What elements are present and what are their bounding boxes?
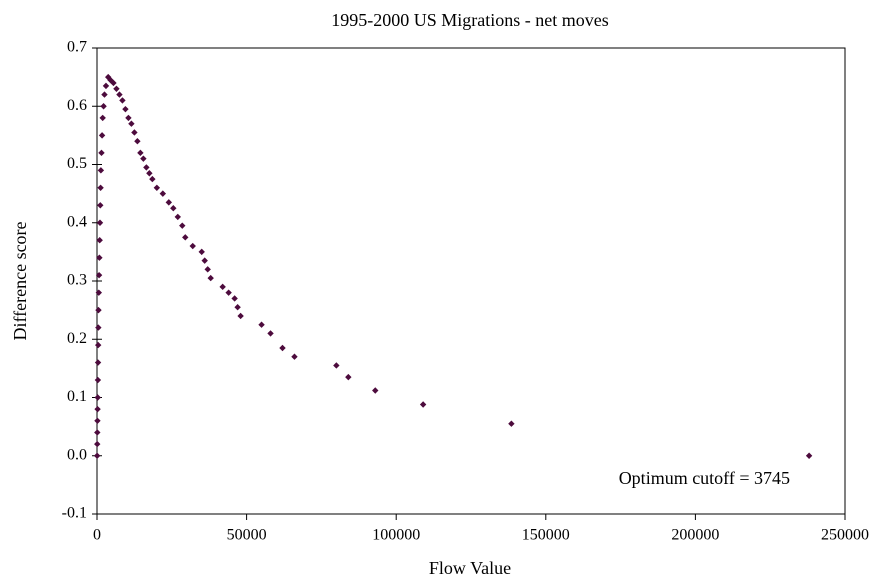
point xyxy=(140,155,147,162)
point xyxy=(97,167,105,174)
point xyxy=(201,257,208,264)
point xyxy=(101,91,108,98)
point xyxy=(143,164,150,171)
point xyxy=(267,330,274,337)
x-tick-label: 150000 xyxy=(522,527,570,544)
y-tick-label: 0.0 xyxy=(67,446,87,463)
point xyxy=(94,341,102,349)
point xyxy=(99,114,106,122)
point xyxy=(95,324,102,331)
point xyxy=(94,440,101,448)
x-tick-label: 50000 xyxy=(227,527,267,544)
point xyxy=(94,394,101,401)
point xyxy=(107,76,114,84)
y-tick-label: 0.2 xyxy=(67,330,87,347)
point xyxy=(345,373,352,381)
point xyxy=(96,254,103,261)
point xyxy=(95,289,102,296)
point xyxy=(149,175,156,183)
point xyxy=(291,353,298,360)
point xyxy=(508,420,515,427)
point xyxy=(189,242,196,250)
point xyxy=(97,184,104,191)
y-tick-label: -0.1 xyxy=(62,505,87,522)
point xyxy=(94,376,102,384)
point xyxy=(93,452,101,459)
point xyxy=(174,213,181,221)
point xyxy=(98,132,106,139)
y-tick-label: 0.4 xyxy=(67,213,87,230)
point xyxy=(95,271,103,279)
point xyxy=(94,405,101,413)
point xyxy=(122,105,129,113)
point xyxy=(113,85,120,92)
y-tick-label: 0.5 xyxy=(67,155,87,172)
point xyxy=(96,219,104,226)
point xyxy=(98,149,105,157)
point xyxy=(110,79,117,87)
point xyxy=(419,401,427,408)
point xyxy=(182,234,189,241)
point xyxy=(95,306,102,314)
point xyxy=(279,344,286,352)
point xyxy=(170,204,177,212)
point xyxy=(134,138,141,145)
point xyxy=(231,295,238,302)
point xyxy=(198,248,205,256)
point xyxy=(102,82,110,90)
y-axis-label: Difference score xyxy=(10,221,30,340)
point xyxy=(119,97,126,104)
point xyxy=(131,129,138,136)
point xyxy=(237,312,244,320)
point xyxy=(372,387,379,394)
point xyxy=(219,283,226,291)
point xyxy=(100,103,107,110)
point xyxy=(159,190,167,197)
point xyxy=(234,304,241,311)
y-tick-label: 0.3 xyxy=(67,272,87,289)
point xyxy=(805,452,813,459)
point xyxy=(165,199,173,206)
x-tick-label: 100000 xyxy=(372,527,420,544)
point xyxy=(204,266,211,273)
x-axis-label: Flow Value xyxy=(429,558,511,578)
y-tick-label: 0.7 xyxy=(67,39,87,56)
point xyxy=(146,170,153,177)
point xyxy=(94,417,101,424)
chart-title: 1995-2000 US Migrations - net moves xyxy=(331,10,608,30)
point xyxy=(179,222,186,229)
point xyxy=(94,359,102,366)
y-tick-label: 0.1 xyxy=(67,388,87,405)
point xyxy=(96,237,103,244)
point xyxy=(225,289,232,296)
point xyxy=(128,120,135,127)
annotation: Optimum cutoff = 3745 xyxy=(619,468,790,488)
point xyxy=(153,184,161,191)
x-tick-label: 250000 xyxy=(821,527,869,544)
point xyxy=(137,149,144,157)
point xyxy=(97,202,104,209)
x-tick-label: 200000 xyxy=(671,527,719,544)
x-tick-label: 0 xyxy=(93,527,101,544)
plot-frame xyxy=(96,47,846,515)
point xyxy=(333,362,340,369)
point xyxy=(116,91,123,98)
point xyxy=(207,274,214,282)
point xyxy=(258,321,265,328)
point xyxy=(125,114,132,122)
point xyxy=(94,429,101,436)
y-tick-label: 0.6 xyxy=(67,97,87,114)
